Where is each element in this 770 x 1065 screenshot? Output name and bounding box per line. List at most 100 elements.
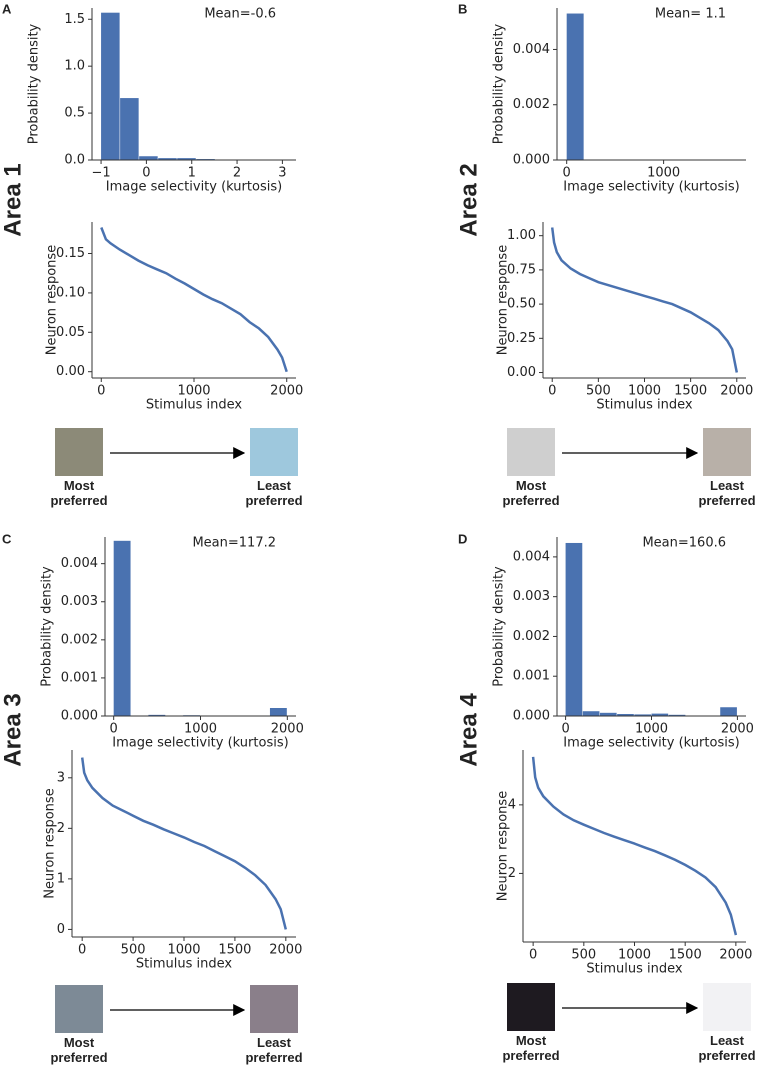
bar [668, 714, 686, 716]
x-tick-label: 1 [188, 166, 196, 181]
y-tick-label: 0.004 [513, 549, 550, 564]
y-tick-label: 1.0 [64, 59, 85, 74]
bar [101, 12, 120, 160]
y-axis-label: Probability density [492, 566, 507, 687]
y-tick-label: 0.50 [507, 297, 536, 312]
y-tick-label: 0.004 [61, 556, 98, 571]
y-axis-label: Neuron response [496, 245, 511, 355]
y-tick-label: 0.000 [513, 153, 550, 168]
caption-most: Most preferred [50, 1035, 108, 1065]
image-least [250, 985, 298, 1033]
y-tick-label: 0.05 [56, 325, 85, 340]
y-axis-label: Neuron response [45, 245, 60, 355]
bar [617, 714, 634, 716]
line [80, 757, 288, 930]
x-tick-label: 500 [121, 943, 146, 958]
x-axis-label: Stimulus index [596, 398, 692, 413]
bar [148, 714, 166, 716]
y-axis-label: Probability density [27, 23, 42, 144]
y-tick-label: 0.25 [507, 331, 536, 346]
image-most [507, 428, 555, 476]
panel-letter: B [458, 1, 467, 16]
bar [634, 714, 651, 716]
x-tick-label: 1000 [177, 384, 210, 399]
y-axis-label: Probability density [492, 23, 507, 144]
bar [651, 713, 669, 716]
image-most [55, 985, 103, 1033]
y-tick-label: 4 [508, 797, 516, 812]
line [100, 227, 288, 373]
caption-most: Most preferred [50, 478, 108, 508]
x-tick-label: 1000 [635, 722, 668, 737]
bar [565, 542, 583, 716]
x-tick-label: 2000 [720, 384, 753, 399]
image-least [703, 983, 751, 1031]
x-tick-label: 2 [233, 166, 241, 181]
x-tick-label: −1 [91, 166, 110, 181]
x-axis-label: Image selectivity (kurtosis) [563, 180, 739, 195]
x-axis-label: Image selectivity (kurtosis) [112, 736, 288, 751]
annotation: Mean= 1.1 [655, 7, 726, 22]
y-tick-label: 0.000 [513, 709, 550, 724]
x-tick-label: 0 [78, 943, 86, 958]
bar [158, 158, 177, 160]
x-tick-label: 1000 [184, 722, 217, 737]
x-axis-label: Image selectivity (kurtosis) [563, 736, 739, 751]
image-least [703, 428, 751, 476]
x-axis-label: Stimulus index [136, 957, 232, 972]
x-tick-label: 2000 [271, 722, 304, 737]
x-tick-label: 1000 [167, 943, 200, 958]
caption-least: Least preferred [245, 478, 303, 508]
image-most [507, 983, 555, 1031]
x-tick-label: 2000 [269, 943, 302, 958]
bar [269, 708, 287, 716]
y-tick-label: 0.10 [56, 285, 85, 300]
y-tick-label: 0.000 [61, 709, 98, 724]
bar [120, 98, 139, 160]
y-tick-label: 0 [57, 922, 65, 937]
x-tick-label: 2000 [270, 384, 303, 399]
annotation: Mean=160.6 [642, 536, 726, 551]
bar [113, 540, 131, 716]
annotation: Mean=-0.6 [204, 7, 276, 22]
thumbnails [55, 428, 751, 1033]
y-tick-label: 0.15 [56, 246, 85, 261]
x-tick-label: 500 [571, 948, 596, 963]
area-label: Area 4 [455, 693, 482, 767]
panel-letter: C [2, 531, 12, 546]
y-tick-label: 1.5 [64, 12, 85, 27]
x-tick-label: 0 [563, 166, 571, 181]
y-tick-label: 0.002 [513, 97, 550, 112]
bar [599, 712, 617, 716]
caption-least: Least preferred [698, 478, 756, 508]
y-tick-label: 0.001 [513, 669, 550, 684]
y-tick-label: 0.002 [61, 632, 98, 647]
x-tick-label: 0 [97, 384, 105, 399]
x-tick-label: 3 [278, 166, 286, 181]
y-tick-label: 0.002 [513, 629, 550, 644]
y-tick-label: 0.0 [64, 153, 85, 168]
bar [177, 158, 196, 160]
y-tick-label: 2 [57, 821, 65, 836]
x-tick-label: 1500 [669, 948, 702, 963]
x-tick-label: 2000 [719, 948, 752, 963]
y-tick-label: 0.00 [507, 365, 536, 380]
x-tick-label: 1500 [218, 943, 251, 958]
x-tick-label: 2000 [721, 722, 754, 737]
x-tick-label: 0 [561, 722, 569, 737]
x-tick-label: 0 [110, 722, 118, 737]
bar [720, 707, 737, 716]
x-axis-label: Stimulus index [586, 962, 682, 977]
bar [139, 156, 158, 160]
panel-letter: A [2, 1, 12, 16]
x-tick-label: 1000 [647, 166, 680, 181]
caption-least: Least preferred [245, 1035, 303, 1065]
annotation: Mean=117.2 [192, 536, 276, 551]
y-axis-label: Neuron response [43, 788, 58, 898]
y-tick-label: 0.00 [56, 364, 85, 379]
line [531, 756, 738, 936]
x-tick-label: 0 [529, 948, 537, 963]
caption-most: Most preferred [502, 478, 560, 508]
y-axis-label: Neuron response [496, 791, 511, 901]
line [550, 227, 739, 373]
